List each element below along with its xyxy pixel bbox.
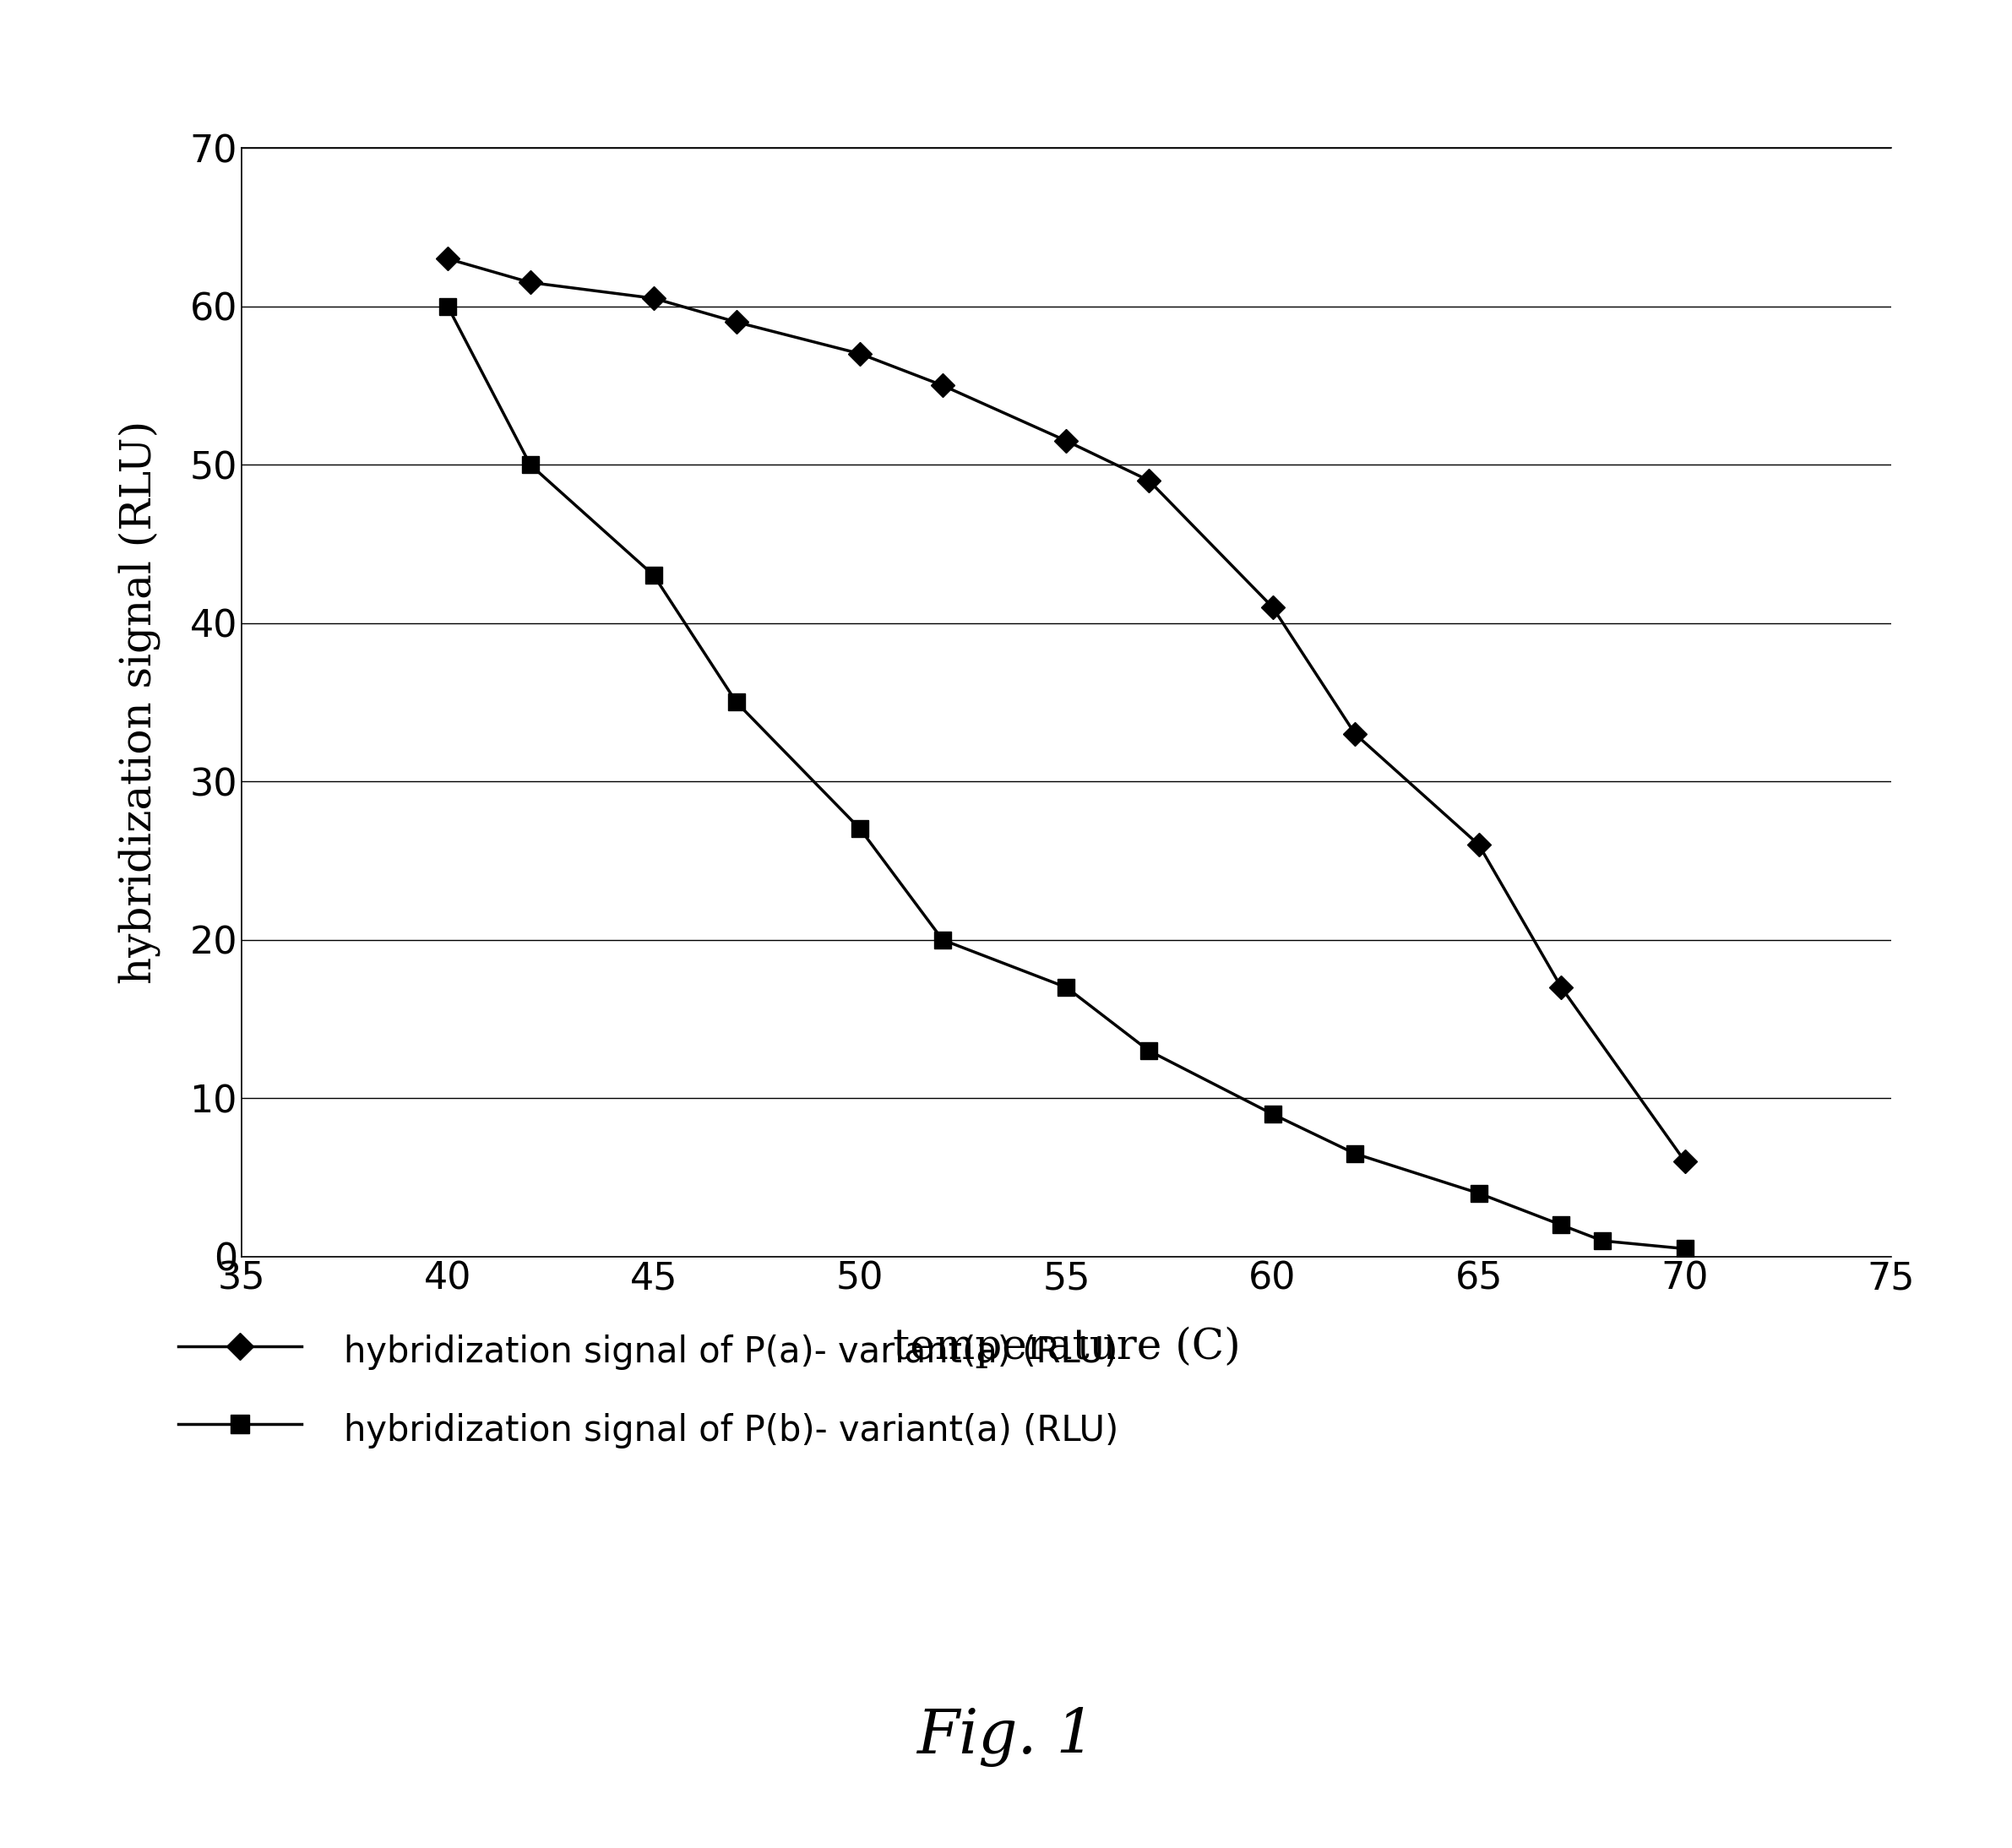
hybridization signal of P(b)- variant(a) (RLU): [849, 819, 873, 841]
Text: Fig. 1: Fig. 1: [917, 1708, 1095, 1767]
hybridization signal of P(a)- variant(a) (RLU): [930, 375, 954, 397]
hybridization signal of P(b)- variant(a) (RLU): [1672, 1238, 1696, 1260]
Line: hybridization signal of P(b)- variant(a) (RLU): hybridization signal of P(b)- variant(a)…: [439, 298, 1694, 1257]
hybridization signal of P(a)- variant(a) (RLU): [642, 286, 666, 309]
hybridization signal of P(a)- variant(a) (RLU): [1467, 833, 1491, 856]
hybridization signal of P(a)- variant(a) (RLU): [1137, 469, 1161, 492]
hybridization signal of P(b)- variant(a) (RLU): [642, 564, 666, 586]
Legend: hybridization signal of P(a)- variant(a) (RLU), hybridization signal of P(b)- va: hybridization signal of P(a)- variant(a)…: [179, 1331, 1119, 1451]
hybridization signal of P(a)- variant(a) (RLU): [849, 342, 873, 364]
hybridization signal of P(a)- variant(a) (RLU): [437, 248, 461, 270]
hybridization signal of P(a)- variant(a) (RLU): [1054, 431, 1078, 453]
hybridization signal of P(b)- variant(a) (RLU): [1467, 1183, 1491, 1205]
hybridization signal of P(b)- variant(a) (RLU): [437, 296, 461, 318]
hybridization signal of P(b)- variant(a) (RLU): [517, 453, 541, 475]
hybridization signal of P(b)- variant(a) (RLU): [1589, 1229, 1614, 1251]
hybridization signal of P(b)- variant(a) (RLU): [1054, 976, 1078, 998]
hybridization signal of P(a)- variant(a) (RLU): [517, 272, 541, 294]
hybridization signal of P(a)- variant(a) (RLU): [724, 310, 748, 333]
hybridization signal of P(a)- variant(a) (RLU): [1260, 597, 1284, 619]
hybridization signal of P(b)- variant(a) (RLU): [724, 691, 748, 713]
hybridization signal of P(b)- variant(a) (RLU): [1344, 1142, 1368, 1164]
hybridization signal of P(b)- variant(a) (RLU): [1549, 1214, 1573, 1236]
hybridization signal of P(b)- variant(a) (RLU): [1137, 1040, 1161, 1063]
X-axis label: temperature (C): temperature (C): [893, 1327, 1239, 1368]
Line: hybridization signal of P(a)- variant(a) (RLU): hybridization signal of P(a)- variant(a)…: [439, 251, 1694, 1170]
hybridization signal of P(b)- variant(a) (RLU): [1260, 1103, 1284, 1125]
hybridization signal of P(b)- variant(a) (RLU): [930, 930, 954, 952]
hybridization signal of P(a)- variant(a) (RLU): [1672, 1151, 1696, 1173]
hybridization signal of P(a)- variant(a) (RLU): [1549, 976, 1573, 998]
hybridization signal of P(a)- variant(a) (RLU): [1344, 723, 1368, 745]
Y-axis label: hybridization signal (RLU): hybridization signal (RLU): [119, 421, 161, 983]
